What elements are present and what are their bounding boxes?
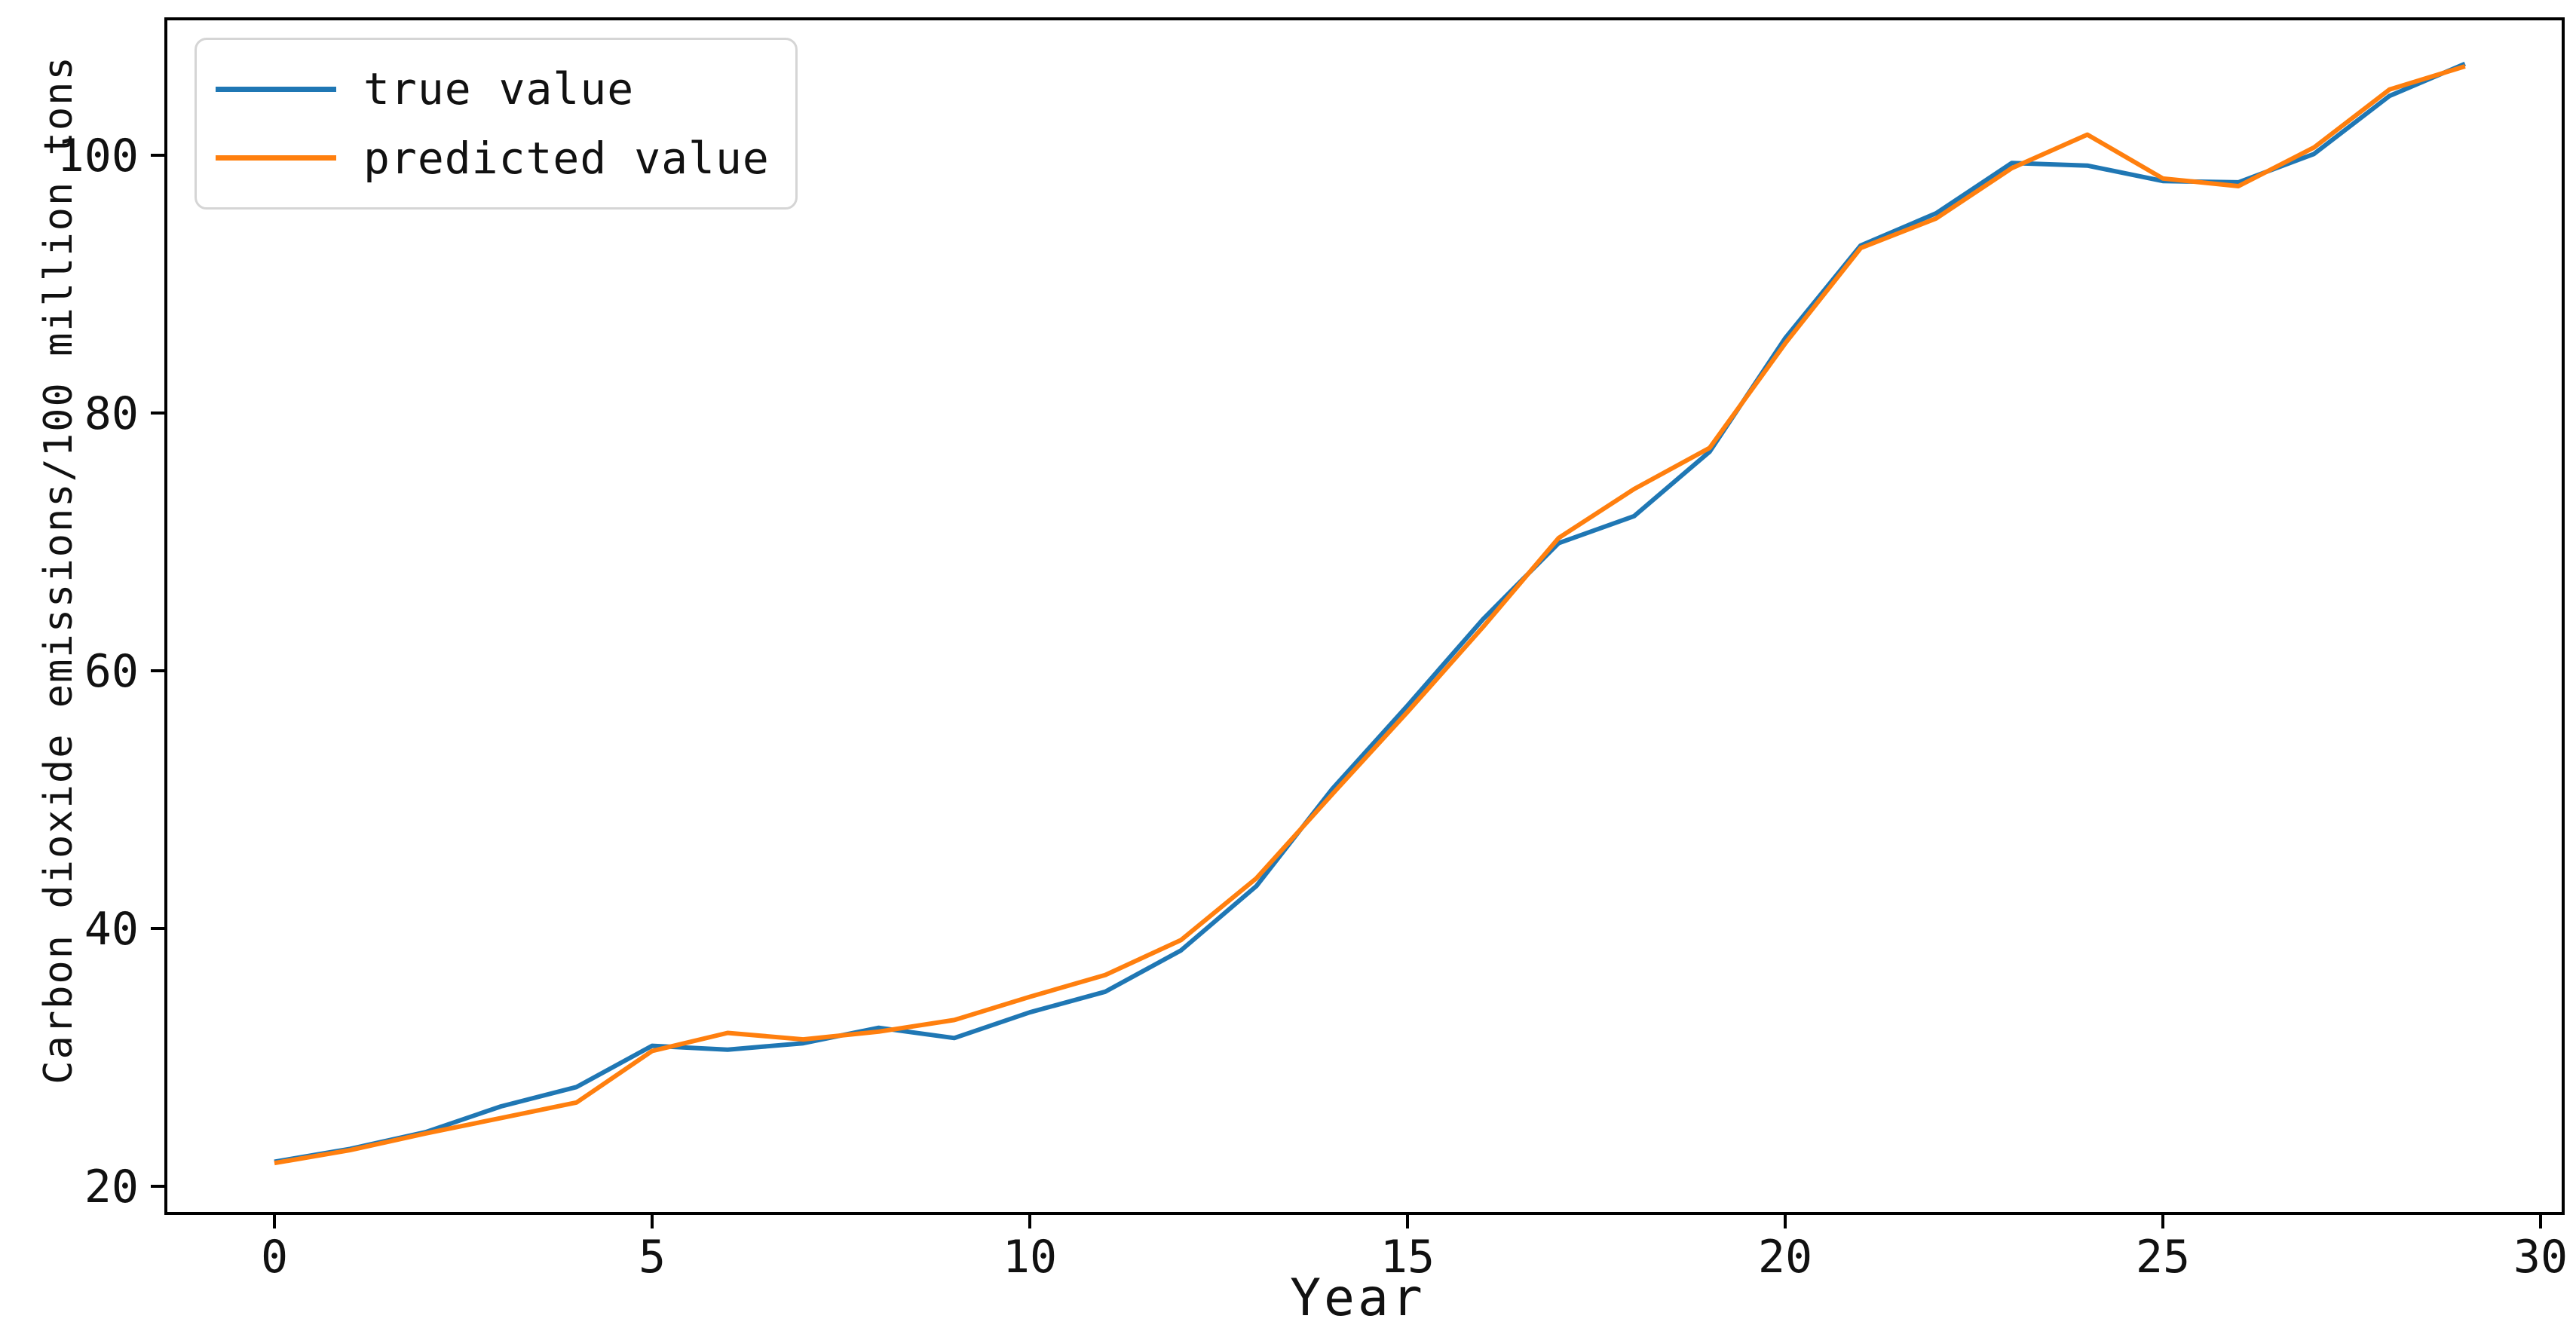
y-axis-label: Carbon dioxide emissions/100 million ton… [36, 55, 81, 1085]
x-tick-label: 25 [2136, 1231, 2190, 1284]
legend-item-true-value: true value [197, 63, 795, 115]
x-tick-label: 30 [2513, 1231, 2568, 1284]
x-axis-label: Year [1290, 1268, 1426, 1328]
y-tick-label: 20 [84, 1161, 139, 1213]
y-tick-label: 40 [84, 903, 139, 956]
x-tick-label: 10 [1003, 1231, 1057, 1284]
axes-frame [164, 17, 2565, 1215]
series-line-true-value [274, 61, 2466, 1164]
x-tick-label: 15 [1380, 1231, 1435, 1284]
x-tick-label: 5 [639, 1231, 666, 1284]
series-lines [274, 61, 2466, 1166]
y-tick-label: 60 [84, 645, 139, 698]
axis-ticks: 0 5 10 15 20 25 30 20 40 60 80 100 [57, 130, 2568, 1284]
series-line-predicted-value [274, 64, 2466, 1166]
legend-item-predicted-value: predicted value [197, 133, 795, 184]
legend-label-predicted-value: predicted value [363, 132, 770, 184]
y-tick-label: 80 [84, 387, 139, 440]
x-tick-label: 0 [261, 1231, 288, 1284]
legend-swatch-predicted-value [216, 155, 336, 161]
legend-swatch-true-value [216, 86, 336, 92]
legend-box: true value predicted value [195, 38, 798, 210]
legend-label-true-value: true value [363, 63, 635, 115]
y-tick-label: 100 [57, 130, 139, 182]
x-tick-label: 20 [1758, 1231, 1812, 1284]
plot-spines [164, 17, 2565, 1215]
